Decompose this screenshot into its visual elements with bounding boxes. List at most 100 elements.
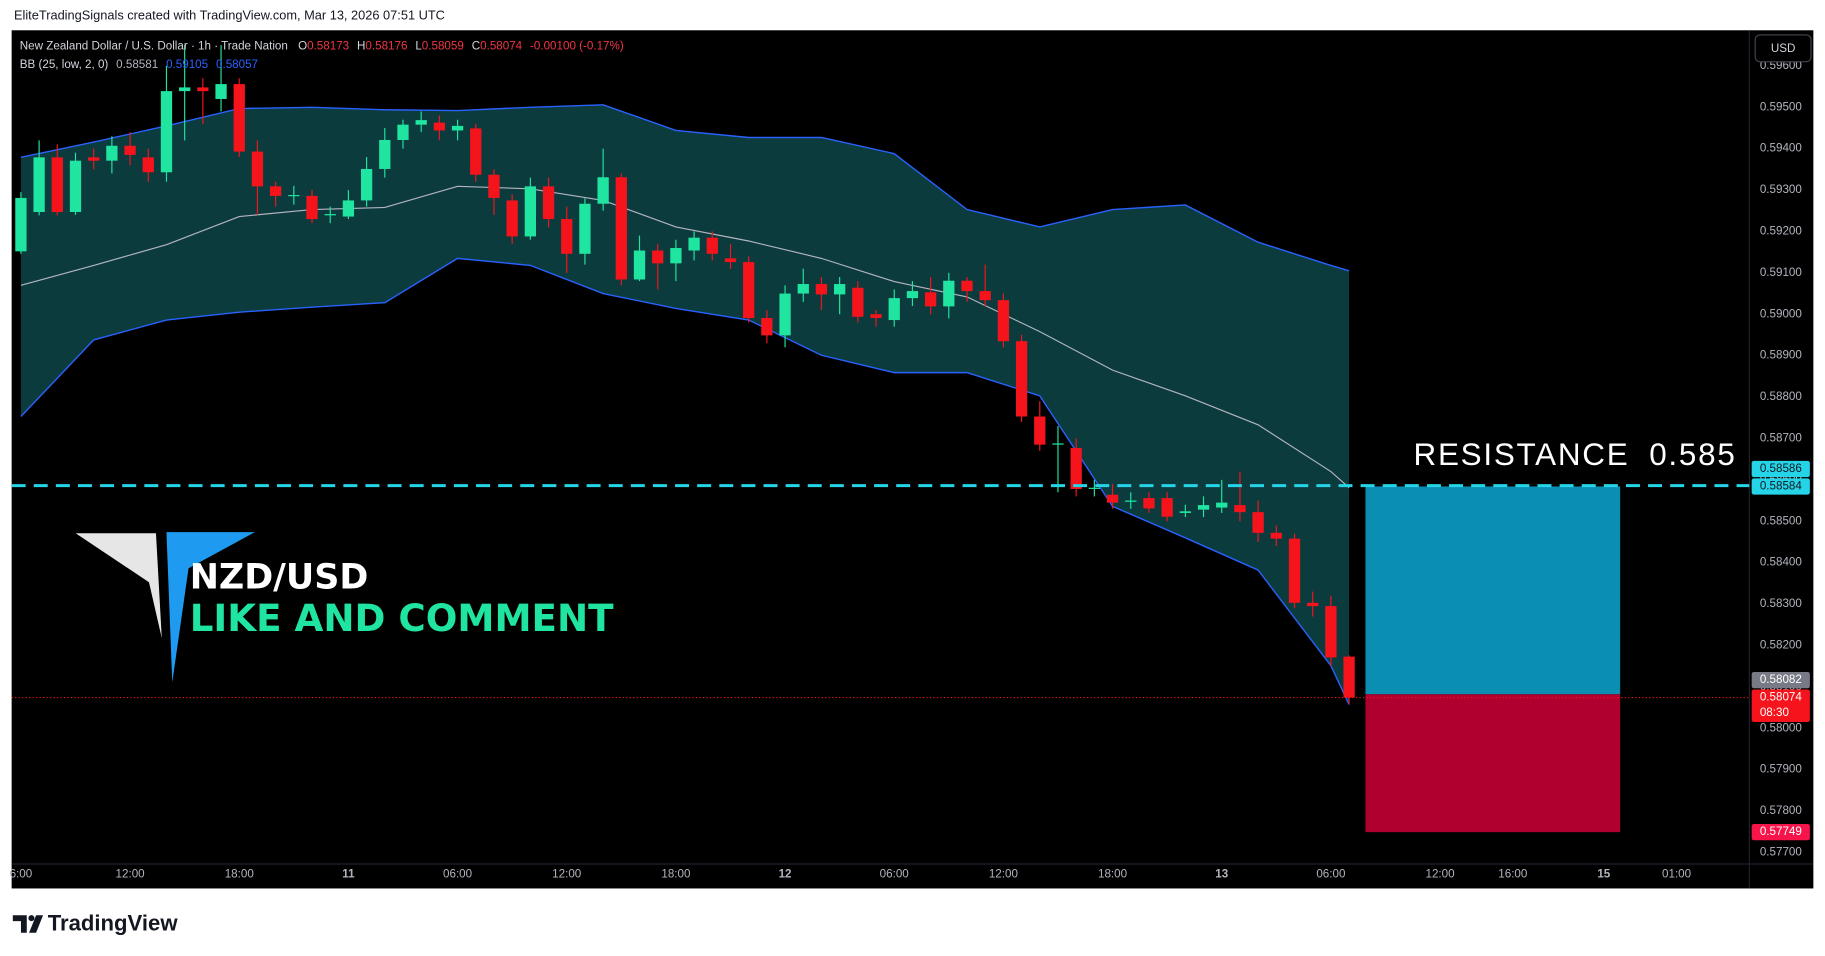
candle-body	[888, 298, 900, 321]
x-tick-label: 12	[779, 868, 792, 881]
legend-close: 0.58074	[480, 40, 523, 53]
candle-body	[470, 128, 482, 175]
legend-change: -0.00100 (-0.17%)	[530, 40, 624, 53]
candle-body	[1179, 511, 1191, 513]
candle-body	[88, 157, 100, 161]
legend-line: New Zealand Dollar / U.S. Dollar · 1h · …	[20, 40, 624, 53]
candle-body	[1161, 498, 1173, 517]
indicator-lower: 0.58057	[216, 58, 258, 71]
candle-body	[69, 160, 82, 213]
candle-body	[379, 139, 391, 169]
legend-o-key: O	[298, 40, 307, 53]
position-upper-zone	[1365, 486, 1621, 695]
bb-lower-line	[20, 257, 1350, 705]
resistance-label: RESISTANCE 0.585	[1414, 437, 1737, 472]
candle-body	[633, 250, 646, 280]
y-tick-label: 0.57800	[1760, 804, 1803, 817]
candle-body	[215, 84, 227, 99]
candle-body	[160, 91, 173, 173]
x-tick-label: 18:00	[661, 868, 691, 881]
candle-body	[1270, 532, 1282, 539]
bb-upper-line	[20, 104, 1350, 272]
candle-body	[979, 291, 991, 301]
legend-high: 0.58176	[365, 40, 407, 53]
candle-body	[561, 219, 573, 254]
x-tick-label: 18:00	[1098, 868, 1128, 881]
y-tick-label: 0.59300	[1760, 183, 1803, 196]
candle-body	[1343, 656, 1355, 698]
x-tick-label: 16:00	[1498, 868, 1528, 881]
footer-brand: TradingView	[48, 910, 179, 935]
candle-body	[51, 157, 63, 213]
x-tick-label: 15	[1597, 868, 1610, 881]
candle-body	[1197, 505, 1210, 510]
legend-h-key: H	[357, 40, 365, 53]
y-tick-label: 0.59000	[1760, 307, 1803, 320]
candle-body	[306, 195, 318, 220]
logo-blue-shape	[166, 532, 255, 683]
candle-body	[197, 87, 209, 92]
price-marker-box	[1751, 478, 1810, 495]
legend-indicator: BB (25, low, 2, 0) 0.58581 0.59105 0.580…	[20, 58, 258, 71]
candle-body	[397, 124, 409, 140]
candle-body	[415, 120, 427, 125]
candle-body	[852, 287, 864, 317]
position-lower-zone	[1365, 694, 1621, 833]
legend-c-key: C	[472, 40, 480, 53]
countdown-label: 08:30	[1760, 706, 1790, 719]
candle-body	[615, 177, 627, 280]
candle-body	[579, 203, 591, 254]
currency-label[interactable]: USD	[1771, 42, 1796, 55]
candle-body	[1015, 341, 1028, 417]
candle-body	[724, 258, 737, 263]
y-tick-label: 0.58800	[1760, 390, 1803, 403]
x-tick-label: 6:00	[10, 868, 33, 881]
candle-body	[1106, 494, 1119, 503]
candle-body	[106, 145, 118, 161]
y-tick-label: 0.59200	[1760, 225, 1803, 238]
price-marker-label: 0.58082	[1760, 673, 1802, 686]
logo-icon-dot	[28, 915, 35, 922]
candle-body	[924, 292, 937, 307]
x-tick-label: 06:00	[443, 868, 473, 881]
currency-button[interactable]	[1754, 34, 1812, 63]
logo-white-shape	[75, 533, 162, 639]
y-tick-label: 0.57900	[1760, 763, 1803, 776]
candle-body	[1234, 505, 1246, 513]
x-tick-label: 12:00	[116, 868, 146, 881]
candle-body	[524, 186, 536, 237]
candle-body	[542, 186, 555, 220]
candle-body	[961, 280, 973, 292]
indicator-basis: 0.58581	[116, 58, 158, 71]
y-tick-label: 0.58000	[1760, 721, 1803, 734]
candle-body	[1125, 500, 1137, 502]
candle-body	[997, 300, 1010, 342]
overlay-call: LIKE AND COMMENT	[190, 596, 614, 640]
overlay-logo	[75, 532, 255, 683]
candle-body	[1288, 538, 1301, 603]
x-tick-label: 06:00	[880, 868, 910, 881]
header-caption: EliteTradingSignals created with Trading…	[14, 8, 445, 23]
candle-body	[1252, 512, 1264, 533]
candle-body	[179, 87, 191, 92]
price-marker-label: 0.58074	[1760, 691, 1803, 704]
legend-open: 0.58173	[307, 40, 349, 53]
candle-body	[688, 237, 700, 251]
y-tick-label: 0.58300	[1760, 597, 1803, 610]
candle-body	[233, 84, 245, 152]
overlay-pair: NZD/USD	[190, 558, 369, 598]
level-layer	[11, 484, 1750, 699]
candle-body	[506, 200, 518, 237]
legend-l-key: L	[415, 40, 422, 53]
y-tick-label: 0.57700	[1760, 845, 1803, 858]
candle-body	[597, 177, 609, 204]
candle-body	[1325, 606, 1337, 658]
candle-body	[288, 195, 300, 197]
candle-body	[1088, 487, 1101, 489]
footer-logo-icon	[12, 915, 44, 933]
candle-body	[360, 168, 373, 201]
logo-icon-part	[12, 915, 27, 933]
candle-body	[342, 200, 355, 217]
x-tick-label: 01:00	[1662, 868, 1692, 881]
